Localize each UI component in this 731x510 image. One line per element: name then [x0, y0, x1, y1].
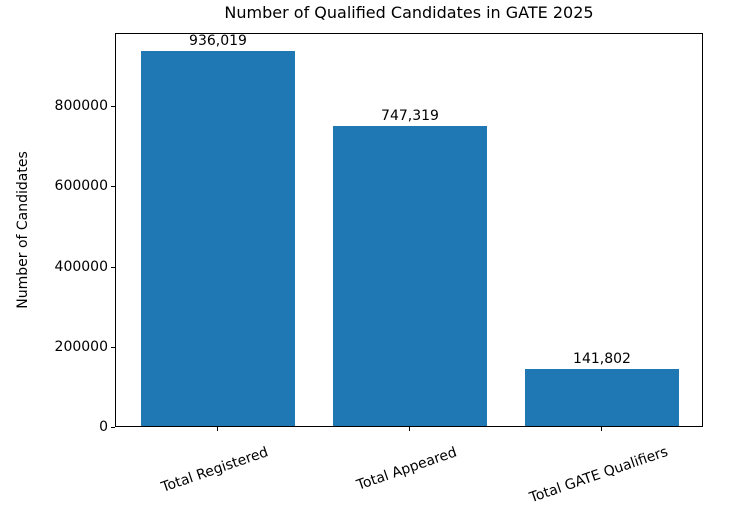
x-tick-mark	[217, 427, 218, 431]
bar-value-label: 747,319	[381, 108, 439, 125]
y-axis-label: Number of Candidates	[15, 151, 31, 309]
x-tick-label-total-appeared: Total Appeared	[354, 444, 459, 494]
bar-total-registered	[141, 50, 295, 426]
y-tick-label: 200000	[54, 338, 108, 355]
bar-value-label: 141,802	[573, 351, 631, 368]
bar-value-label: 936,019	[189, 32, 247, 49]
y-tick-mark	[111, 266, 115, 268]
x-tick-mark	[409, 427, 410, 431]
y-tick-mark	[111, 427, 115, 428]
chart-title: Number of Qualified Candidates in GATE 2…	[224, 3, 594, 22]
bar-total-appeared	[333, 126, 487, 426]
x-tick-mark	[601, 427, 602, 431]
y-tick-label: 400000	[54, 258, 108, 275]
y-tick-label: 800000	[54, 98, 108, 115]
bar-total-gate-qualifiers	[525, 369, 679, 426]
y-tick-label: 600000	[54, 178, 108, 195]
y-tick-mark	[111, 106, 115, 108]
plot-area: 936,019 747,319 141,802	[115, 33, 703, 427]
y-tick-label: 0	[99, 419, 108, 435]
x-tick-label-total-registered: Total Registered	[159, 443, 271, 496]
x-tick-label-total-gate-qualifiers: Total GATE Qualifiers	[527, 443, 671, 507]
y-tick-mark	[111, 346, 115, 348]
y-tick-mark	[111, 186, 115, 188]
